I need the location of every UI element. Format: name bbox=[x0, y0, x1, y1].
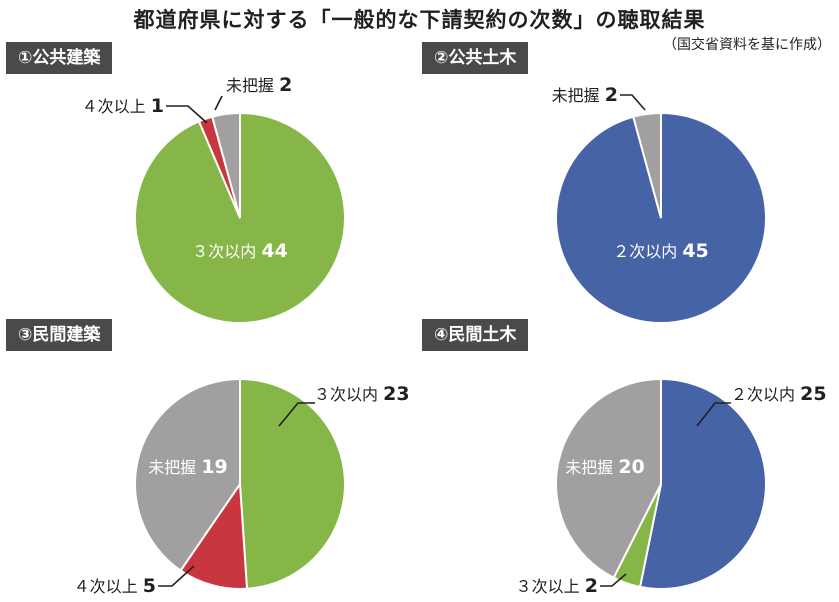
slice-label: ４次以上 1 bbox=[82, 95, 164, 117]
panel-label-public-civil: ②公共土木 bbox=[422, 42, 529, 74]
leader-line bbox=[620, 94, 646, 111]
slice-label: ３次以上 2 bbox=[516, 575, 598, 597]
chart-title: 都道府県に対する「一般的な下請契約の次数」の聴取結果 bbox=[133, 8, 706, 32]
slice-label: ２次以内 45 bbox=[613, 240, 709, 262]
pie-slice bbox=[638, 377, 767, 590]
pie-slice bbox=[179, 481, 249, 590]
leader-line bbox=[278, 402, 315, 427]
chart-subtitle: （国交省資料を基に作成） bbox=[663, 37, 831, 53]
slice-label: ２次以内 25 bbox=[731, 383, 827, 405]
leader-line bbox=[166, 105, 208, 124]
panel-label-public-building: ①公共建築 bbox=[6, 42, 113, 74]
slice-label: 未把握 20 bbox=[565, 456, 645, 478]
slice-label: ３次以内 23 bbox=[314, 383, 410, 405]
pie-chart-4: ２次以内 25 ３次以上 2 未把握 20 bbox=[516, 377, 827, 597]
pie-slice bbox=[134, 377, 241, 572]
slice-label: 未把握 2 bbox=[226, 74, 292, 96]
pie-slice bbox=[239, 377, 346, 590]
panel-label-private-civil: ④民間土木 bbox=[422, 319, 529, 351]
leader-line bbox=[214, 95, 223, 111]
leader-line bbox=[600, 573, 627, 587]
slice-label: ４次以上 5 bbox=[74, 575, 156, 597]
pie-chart-3: ３次以内 23 ４次以上 5 未把握 19 bbox=[74, 377, 410, 597]
leader-line bbox=[696, 402, 731, 427]
panel-label-private-building: ③民間建築 bbox=[6, 319, 113, 351]
slice-label: ３次以内 44 bbox=[192, 240, 288, 262]
slice-label: 未把握 19 bbox=[148, 456, 228, 478]
leader-line bbox=[158, 565, 195, 587]
pie-slice bbox=[632, 111, 662, 219]
pie-chart-1: ３次以内 44 ４次以上 1 未把握 2 bbox=[82, 74, 346, 324]
pie-chart-2: ２次以内 45 未把握 2 bbox=[552, 84, 767, 324]
pie-slice bbox=[555, 377, 662, 580]
slice-label: 未把握 2 bbox=[552, 84, 618, 106]
pie-slice bbox=[211, 111, 241, 219]
